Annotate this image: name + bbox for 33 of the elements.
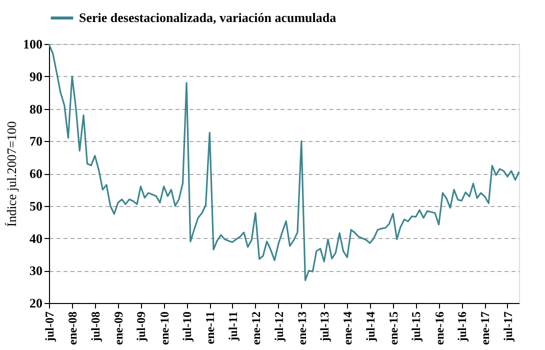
line-series [48, 43, 520, 282]
x-tick-label: ene-17 [478, 312, 492, 345]
y-tick-label: 100 [23, 36, 42, 52]
x-tick-label: jul-07 [42, 312, 56, 342]
y-axis-title: Índice jul.2007=100 [4, 121, 19, 227]
y-tick-label: 50 [30, 198, 42, 214]
x-tick-label: ene-08 [66, 312, 80, 345]
x-tick-label: ene-12 [248, 312, 263, 345]
x-tick-label: jul-13 [318, 312, 332, 342]
x-tick-label: ene-13 [294, 312, 309, 345]
x-tick-label: ene-09 [112, 312, 126, 345]
legend-label: Serie desestacionalizada, variación acumulada [79, 10, 337, 25]
y-tick-label: 80 [30, 101, 42, 116]
y-tick-label: 60 [30, 166, 42, 181]
x-tick-label: ene-16 [432, 312, 446, 345]
x-tick-label: ene-15 [386, 312, 400, 345]
x-tick-label: jul-14 [363, 312, 378, 342]
x-tick-label: jul-12 [272, 312, 286, 342]
y-tick-label: 70 [30, 134, 42, 149]
x-tick-label: jul-15 [409, 312, 424, 342]
y-tick-label: 40 [30, 230, 42, 246]
x-tick-label: jul-10 [180, 312, 194, 342]
x-tick-label: jul-11 [226, 312, 240, 342]
x-tick-label: jul-17 [500, 312, 515, 342]
x-tick-label: jul-16 [455, 312, 470, 342]
x-tick-label: ene-10 [157, 312, 172, 345]
x-tick-label: ene-14 [340, 312, 355, 345]
x-tick-label: jul-08 [88, 312, 102, 342]
y-tick-label: 90 [30, 68, 42, 84]
x-tick-label: ene-11 [203, 312, 218, 344]
x-tick-label: jul-09 [134, 312, 148, 342]
y-tick-label: 30 [30, 263, 42, 278]
y-tick-label: 20 [30, 296, 42, 310]
